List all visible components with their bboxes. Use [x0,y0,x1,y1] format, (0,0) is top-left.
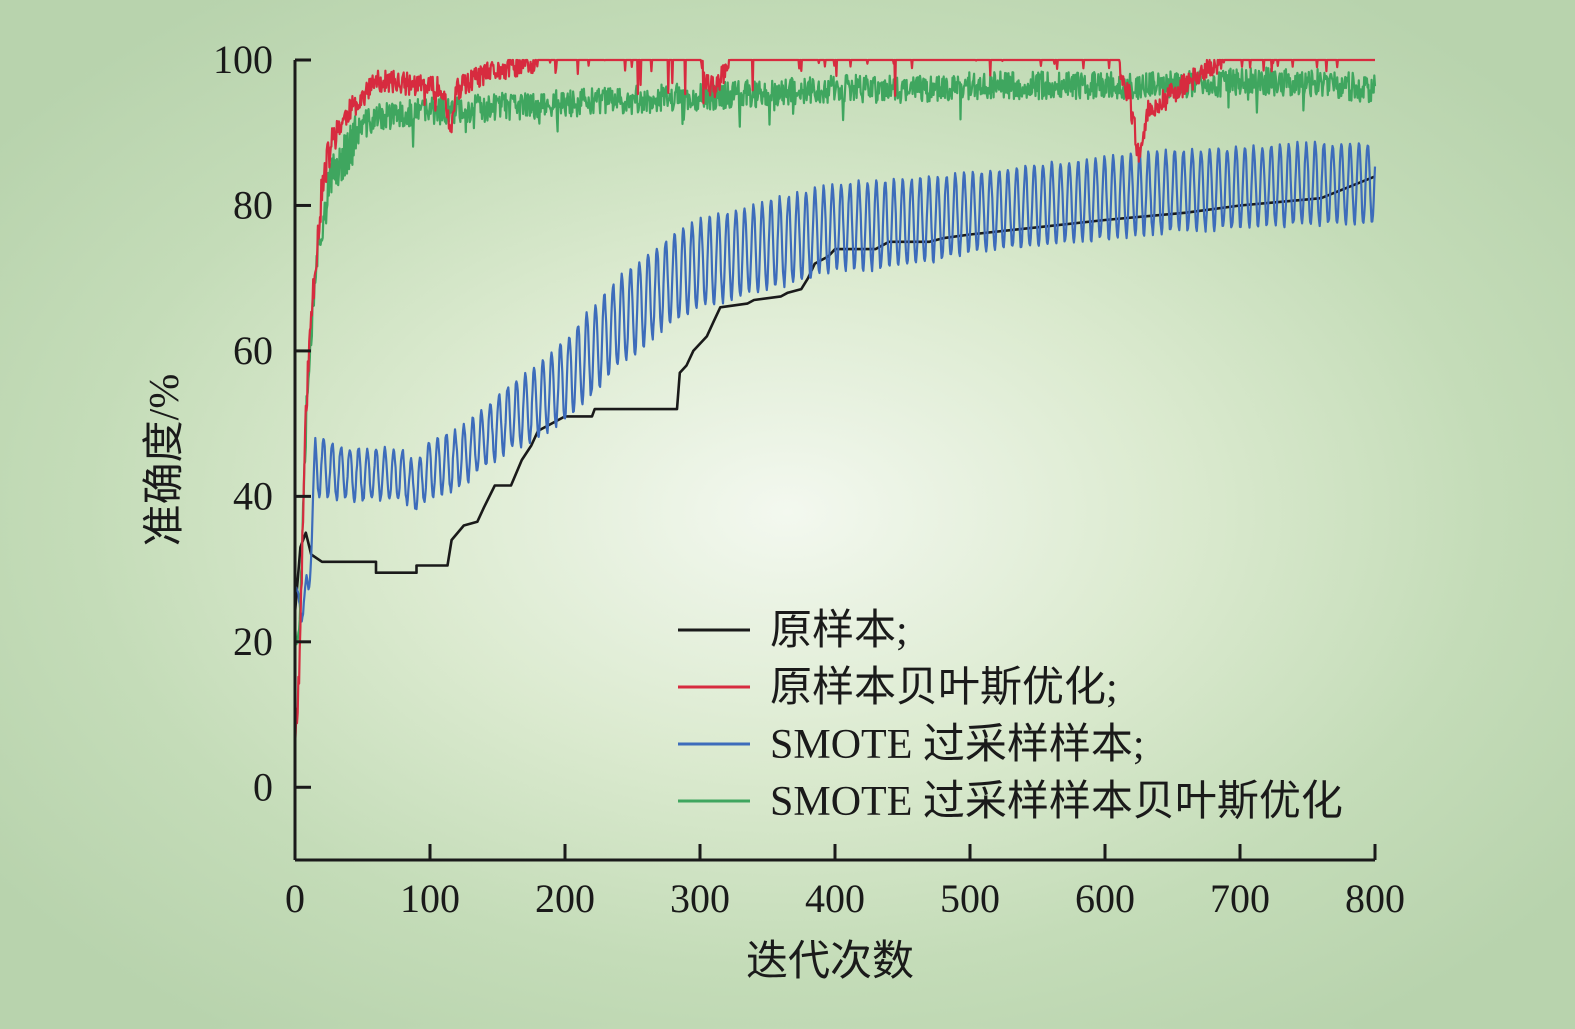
x-tick-label: 0 [285,876,305,921]
x-tick-label: 500 [940,876,1000,921]
legend-label: SMOTE 过采样样本; [770,722,1145,768]
x-tick-label: 800 [1345,876,1405,921]
legend-label: 原样本贝叶斯优化; [770,665,1118,711]
x-ticks: 0 100 200 300 400 500 600 700 800 [285,844,1405,921]
legend-label: SMOTE 过采样样本贝叶斯优化 [770,779,1343,825]
x-tick-label: 600 [1075,876,1135,921]
x-tick-label: 700 [1210,876,1270,921]
y-tick-label: 0 [253,764,273,809]
y-tick-label: 60 [233,328,273,373]
y-tick-label: 40 [233,473,273,518]
legend-label: 原样本; [770,608,908,654]
x-tick-label: 300 [670,876,730,921]
series-line [293,66,1377,646]
y-tick-label: 20 [233,619,273,664]
series-layer [293,58,1377,747]
y-axis-title: 准确度/% [141,374,188,547]
y-tick-label: 100 [213,37,273,82]
y-ticks: 0 20 40 60 80 100 [213,37,311,809]
x-tick-label: 100 [400,876,460,921]
y-tick-label: 80 [233,182,273,227]
series-line [293,58,1376,747]
series-line [293,140,1377,623]
x-tick-label: 200 [535,876,595,921]
x-axis-title: 迭代次数 [746,939,914,985]
legend: 原样本; 原样本贝叶斯优化; SMOTE 过采样样本; SMOTE 过采样样本贝叶斯优… [678,608,1343,825]
x-tick-label: 400 [805,876,865,921]
